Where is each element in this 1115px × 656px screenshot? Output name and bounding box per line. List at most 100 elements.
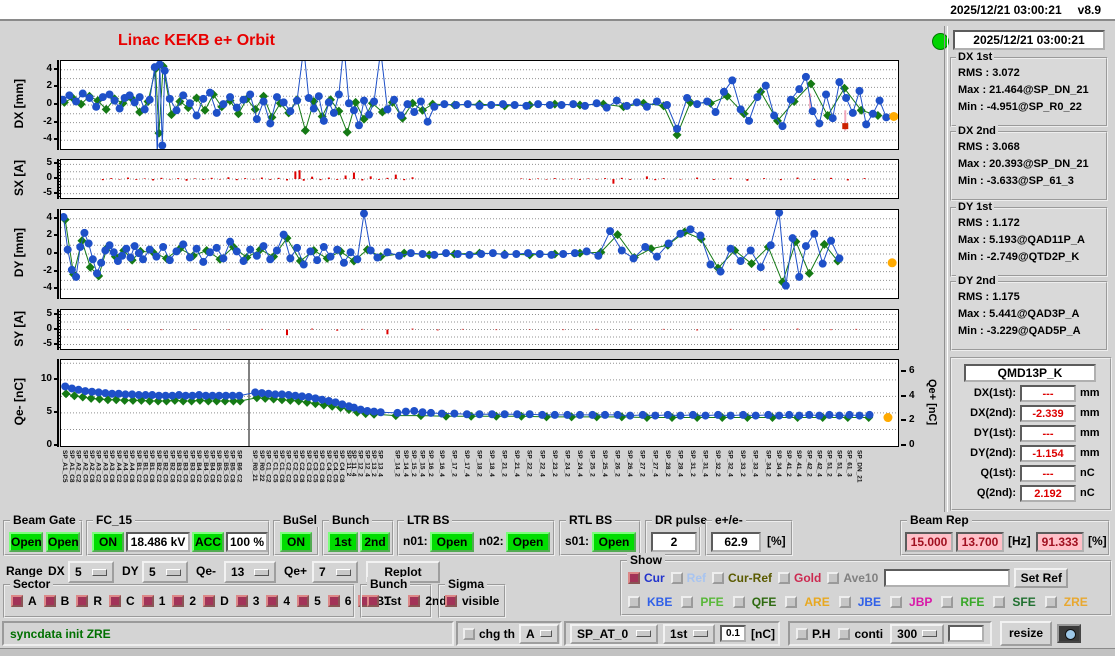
show-checkbox-Cur-Ref[interactable] — [712, 572, 725, 584]
bpm-name: SP_31_4 — [701, 450, 709, 477]
sector-label-2: 2 — [189, 594, 197, 608]
option-menu-bar-icon — [166, 568, 181, 576]
chart-dy-tick: -4 — [43, 282, 52, 294]
sector-checkbox-C[interactable] — [109, 595, 122, 607]
sigma-title: Sigma — [445, 577, 488, 591]
bpm-name: SP_18_2 — [475, 450, 483, 477]
show-checkbox-RFE[interactable] — [941, 596, 954, 608]
conti-checkbox[interactable] — [838, 627, 851, 640]
monitor-row-value: --- — [1020, 385, 1076, 402]
monitor-row-unit: mm — [1080, 447, 1100, 459]
bpm-name: SP_22_2 — [525, 450, 533, 477]
show-checkbox-Cur[interactable] — [628, 572, 640, 584]
show-checkbox-Ref[interactable] — [670, 572, 683, 584]
show-label-ZRE: ZRE — [1063, 595, 1088, 609]
sector-checkbox-B[interactable] — [43, 595, 56, 607]
ltr-n01-open-button[interactable]: Open — [430, 532, 474, 552]
chart-sx-tick: -5 — [43, 186, 52, 198]
monitor-name[interactable]: QMD13P_K — [964, 364, 1096, 382]
sector-label-6: 6 — [344, 594, 352, 608]
range-qem-dropdown[interactable]: 13 — [224, 561, 276, 583]
chart-qe-ylabel: Qe- [nC] — [12, 378, 26, 426]
sector-label-A: A — [28, 594, 37, 608]
dr-pulse-group: DR pulse 2 — [645, 513, 711, 556]
stat-max: Max : 5.441@QAD3P_A — [958, 308, 1080, 320]
beam-gate-open-1-button[interactable]: Open — [9, 532, 43, 552]
stat-rms: RMS : 3.068 — [958, 141, 1020, 153]
stat-rms: RMS : 1.175 — [958, 291, 1020, 303]
sector-checkbox-5[interactable] — [297, 595, 310, 607]
beam-rep-value-3: 91.333 — [1036, 532, 1084, 552]
sector-checkbox-R[interactable] — [76, 595, 89, 607]
rtl-s01-open-button[interactable]: Open — [592, 532, 636, 552]
interval-dropdown[interactable]: 300 — [890, 623, 945, 644]
bpm-name: SP_C3_C5 — [311, 450, 319, 483]
bpm-name: SP_33_2 — [739, 450, 747, 477]
range-dy-dropdown[interactable]: 5 — [142, 561, 188, 583]
bpm-dropdown[interactable]: SP_AT_0 — [570, 623, 658, 644]
fc15-on-button[interactable]: ON — [92, 532, 124, 552]
monitor-row: DY(2nd): -1.154 mm — [952, 445, 1106, 465]
show-checkbox-ZRE[interactable] — [1044, 596, 1057, 608]
stat-rms: RMS : 1.172 — [958, 217, 1020, 229]
option-menu-bar-icon — [636, 630, 651, 637]
stat-min: Min : -3.229@QAD5P_A — [958, 325, 1081, 337]
dr-pulse-value[interactable]: 2 — [651, 532, 697, 552]
sector-checkbox-4[interactable] — [266, 595, 279, 607]
show-checkbox-KBE[interactable] — [628, 596, 640, 608]
mode-a-dropdown[interactable]: A — [519, 623, 559, 644]
sector-group: Sector A B R C 1 2 D 3 4 5 6 BT — [3, 577, 391, 618]
bunch-check-title: Bunch — [367, 577, 411, 591]
sector-checkbox-2[interactable] — [172, 595, 185, 607]
monitor-row: Q(1st): --- nC — [952, 465, 1106, 485]
bpm-name: SP_B1_C5 — [141, 450, 149, 483]
set-ref-button[interactable]: Set Ref — [1014, 568, 1069, 588]
rtl-bs-group: RTL BS s01: Open — [559, 513, 641, 556]
aux-input[interactable] — [948, 625, 985, 642]
range-qep-dropdown[interactable]: 7 — [312, 561, 358, 583]
sector-checkbox-6[interactable] — [327, 595, 340, 607]
bunch-2nd-button[interactable]: 2nd — [360, 532, 390, 552]
ltr-n02-open-button[interactable]: Open — [506, 532, 550, 552]
chart-sy-ylabel: SY [A] — [12, 310, 26, 347]
ref-name-input[interactable] — [884, 569, 1011, 587]
sector-checkbox-A[interactable] — [11, 595, 23, 607]
bunch-sel-group: Bunch 1st 2nd — [322, 513, 394, 556]
show-checkbox-Gold[interactable] — [778, 572, 791, 584]
camera-snapshot-icon[interactable] — [1057, 624, 1081, 643]
resize-button[interactable]: resize — [1000, 621, 1052, 646]
stats-dx-2nd: DX 2nd RMS : 3.068 Max : 20.393@SP_DN_21 Mi… — [950, 125, 1108, 201]
sector-checkbox-1[interactable] — [141, 595, 154, 607]
bunch-1st-button[interactable]: 1st — [328, 532, 358, 552]
busel-on-button[interactable]: ON — [280, 532, 312, 552]
beam-gate-open-2-button[interactable]: Open — [46, 532, 80, 552]
ph-checkbox[interactable] — [796, 627, 808, 640]
bpm-name: SP_B3_C8 — [188, 450, 196, 483]
sigma-checkbox-visible[interactable] — [445, 595, 457, 607]
titlebar-datetime: 2025/12/21 03:00:21 — [950, 2, 1062, 17]
bunch-checkbox-1st[interactable] — [367, 595, 379, 607]
fc15-acc-button[interactable]: ACC — [192, 532, 224, 552]
chg-th-checkbox[interactable] — [463, 627, 475, 640]
show-checkbox-JBE[interactable] — [838, 596, 851, 608]
threshold-input[interactable] — [720, 625, 746, 642]
bunch-1st-dropdown[interactable]: 1st — [663, 623, 715, 644]
bpm-name: SP_13_2 — [370, 450, 378, 477]
sector-checkbox-3[interactable] — [235, 595, 248, 607]
bunch-checkbox-2nd[interactable] — [408, 595, 421, 607]
bpm-name: SP_C4_C5 — [331, 450, 339, 483]
chart-sy-tick: -5 — [43, 337, 52, 349]
show-checkbox-PFE[interactable] — [681, 596, 694, 608]
show-checkbox-Ave10[interactable] — [827, 572, 840, 584]
option-menu-bar-icon — [922, 630, 938, 637]
show-checkbox-QFE[interactable] — [732, 596, 745, 608]
range-dx-dropdown[interactable]: 5 — [68, 561, 114, 583]
bpm-name: SP_A2_C8 — [87, 450, 95, 483]
busel-group: BuSel ON — [273, 513, 321, 556]
sector-checkbox-D[interactable] — [203, 595, 216, 607]
chart-sx: SX [A] 5 0 -5 — [0, 157, 944, 199]
show-checkbox-SFE[interactable] — [993, 596, 1006, 608]
show-checkbox-ARE[interactable] — [785, 596, 798, 608]
show-checkbox-JBP[interactable] — [890, 596, 903, 608]
